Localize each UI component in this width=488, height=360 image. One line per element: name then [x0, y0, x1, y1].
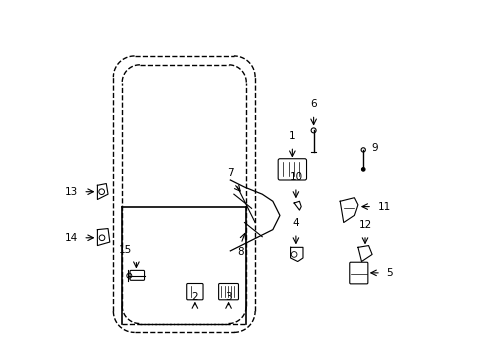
Circle shape — [361, 168, 364, 171]
Text: 11: 11 — [377, 202, 390, 212]
Text: 15: 15 — [119, 246, 132, 256]
Text: 7: 7 — [226, 168, 233, 178]
Text: 3: 3 — [225, 292, 231, 302]
Text: 8: 8 — [237, 247, 244, 257]
Text: 1: 1 — [288, 131, 295, 141]
Text: 9: 9 — [370, 143, 377, 153]
Text: 14: 14 — [64, 233, 78, 243]
Text: 2: 2 — [191, 292, 198, 302]
Text: 4: 4 — [292, 218, 299, 228]
Text: 13: 13 — [64, 187, 78, 197]
Text: 10: 10 — [289, 172, 302, 183]
Text: 12: 12 — [358, 220, 371, 230]
Text: 5: 5 — [386, 268, 392, 278]
Text: 6: 6 — [310, 99, 316, 109]
